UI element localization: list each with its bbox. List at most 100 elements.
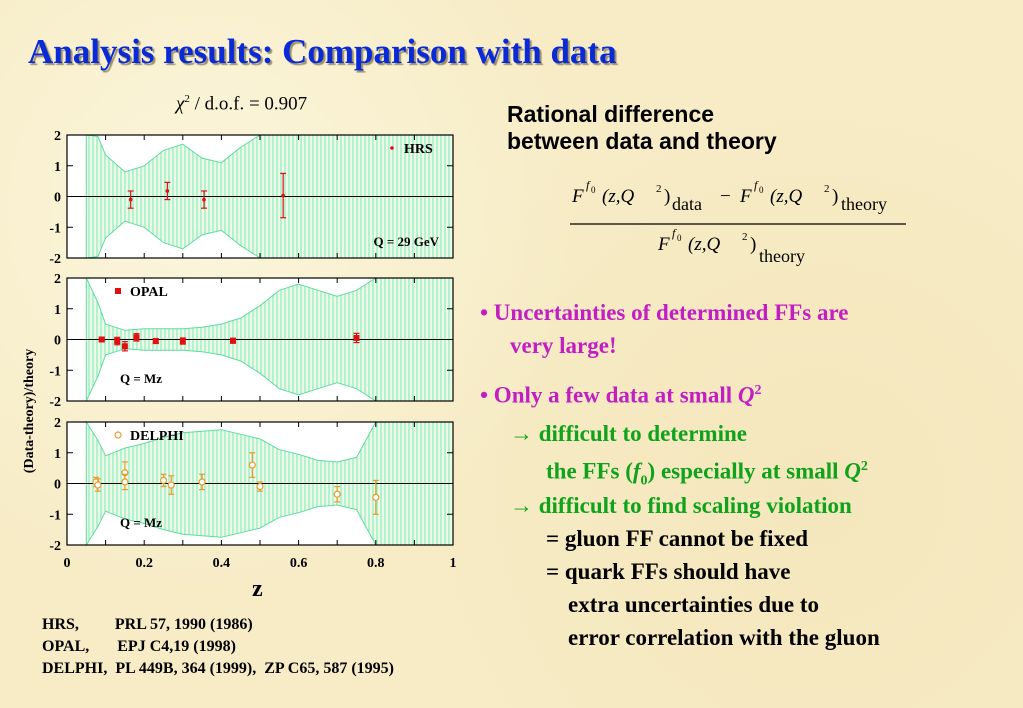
- panel-annotation: Q = Mz: [120, 515, 162, 530]
- y-tick-label: -2: [49, 395, 61, 410]
- panel-annotation: Q = Mz: [120, 371, 162, 386]
- data-point: [121, 478, 129, 486]
- formula-f-theory: f: [754, 178, 759, 192]
- sub-1-line-1: difficult to determine: [533, 421, 747, 446]
- formula-f0-theory: 0: [759, 185, 764, 195]
- data-point: [179, 338, 186, 345]
- panel-top: 2 1 0 -1 -2 HRS Q = 29 GeV: [49, 129, 454, 267]
- chi2-label: χ2 / d.o.f. = 0.907: [176, 93, 307, 115]
- sub-point-determine: → difficult to determine the FFs (f0) es…: [510, 417, 868, 497]
- data-point: [198, 478, 206, 486]
- formula-f-data: f: [586, 178, 591, 192]
- x-tick-label: 1: [450, 556, 457, 571]
- sub-2-line-4: extra uncertainties due to: [568, 592, 820, 617]
- bullet-1-line-2: very large!: [510, 333, 617, 358]
- legend-marker: [114, 431, 122, 439]
- bullet-uncertainties: • Uncertainties of determined FFs are ve…: [480, 296, 849, 362]
- panel-annotation: Q = 29 GeV: [373, 234, 439, 249]
- data-point: [94, 481, 102, 489]
- sub-1-line-2a: the FFs (: [546, 458, 633, 484]
- bullet-1-line-1: • Uncertainties of determined FFs are: [480, 300, 849, 325]
- arrow-icon: →: [510, 493, 533, 518]
- data-point: [229, 337, 236, 344]
- data-point: [152, 338, 159, 345]
- data-point: [256, 482, 264, 491]
- formula-args-data: (z,Q: [602, 186, 634, 207]
- bullet-2-q: Q: [737, 382, 755, 408]
- formula-F-theory: F: [739, 186, 752, 207]
- y-tick-label: 0: [54, 334, 61, 349]
- references: HRS, PRL 57, 1990 (1986) OPAL, EPJ C4,19…: [42, 614, 394, 680]
- data-point: [167, 481, 175, 489]
- legend-marker: [390, 146, 394, 150]
- y-tick-label: 2: [54, 416, 61, 431]
- formula-f0-data: 0: [591, 185, 596, 195]
- bullet-2-q2: 2: [754, 383, 762, 398]
- x-tick-label: 0.6: [290, 556, 308, 571]
- formula-args-theory: (z,Q: [770, 186, 802, 207]
- x-tick-label: 0.8: [367, 556, 385, 571]
- data-point: [159, 476, 168, 485]
- sub-2-line-3: = quark FFs should have: [546, 559, 791, 584]
- data-point: [248, 461, 256, 469]
- legend-marker: [115, 288, 121, 294]
- data-point: [281, 193, 285, 198]
- y-tick-label: 1: [54, 447, 61, 462]
- y-tick-label: 1: [54, 303, 61, 318]
- x-tick-label: 0.4: [213, 556, 231, 571]
- formula-minus: −: [720, 186, 731, 207]
- reference-hrs: HRS, PRL 57, 1990 (1986): [42, 616, 253, 633]
- data-point: [372, 493, 380, 501]
- data-point: [333, 490, 341, 498]
- legend-label: HRS: [404, 142, 433, 157]
- formula-sq-denom: 2: [742, 231, 748, 243]
- y-tick-label: -2: [49, 252, 61, 267]
- formula-theory-denom: theory: [759, 246, 805, 266]
- formula-f-denom: f: [672, 226, 677, 240]
- y-tick-label: -1: [49, 364, 61, 379]
- sub-1-q: Q: [844, 458, 861, 484]
- formula-F-denom: F: [657, 234, 670, 255]
- formula-close-denom: ): [750, 234, 756, 255]
- y-tick-label: -1: [49, 508, 61, 523]
- y-tick-label: 1: [54, 160, 61, 175]
- sub-1-q2: 2: [860, 459, 868, 474]
- sub-1-line-2b: ) especially at small: [647, 458, 845, 484]
- sub-2-line-1: difficult to find scaling violation: [533, 493, 852, 518]
- bullet-few-data: • Only a few data at small Q2: [480, 374, 761, 412]
- formula-theory-label: theory: [841, 194, 887, 214]
- legend-label: DELPHI: [130, 429, 184, 444]
- chi2-text: / d.o.f. = 0.907: [189, 93, 308, 115]
- data-point: [121, 343, 128, 350]
- x-tick-label: 0: [64, 556, 71, 571]
- bullet-2-text: • Only a few data at small: [480, 382, 738, 408]
- y-tick-label: -1: [49, 221, 61, 236]
- y-tick-label: 0: [54, 478, 61, 493]
- formula-F-data: F: [571, 186, 584, 207]
- arrow-icon: →: [510, 421, 533, 446]
- legend-label: OPAL: [130, 285, 168, 300]
- data-point: [114, 338, 121, 345]
- sub-1-f: f: [632, 458, 641, 484]
- formula-sq-theory: 2: [824, 183, 830, 195]
- formula-args-denom: (z,Q: [688, 234, 720, 255]
- formula-close-data: ): [664, 186, 670, 207]
- data-point: [128, 197, 133, 202]
- sub-point-scaling: → difficult to find scaling violation = …: [510, 489, 880, 654]
- chi-symbol: χ: [176, 93, 185, 115]
- heading-line-2: between data and theory: [507, 128, 777, 154]
- formula-data-label: data: [672, 194, 702, 214]
- formula-f0-denom: 0: [677, 233, 682, 243]
- sub-1-f0: 0: [640, 473, 648, 489]
- heading-line-1: Rational difference: [507, 101, 715, 127]
- slide-title: Analysis results: Comparison with data: [28, 32, 617, 71]
- y-tick-label: -2: [49, 539, 61, 554]
- chi-power: 2: [184, 93, 190, 105]
- x-tick-label: 0.2: [135, 556, 153, 571]
- rational-difference-heading: Rational difference between data and the…: [507, 101, 777, 155]
- data-point: [98, 336, 105, 343]
- data-point: [165, 189, 170, 193]
- y-tick-label: 0: [54, 191, 61, 206]
- sub-2-line-2: = gluon FF cannot be fixed: [546, 526, 809, 551]
- formula-sq-data: 2: [656, 183, 662, 195]
